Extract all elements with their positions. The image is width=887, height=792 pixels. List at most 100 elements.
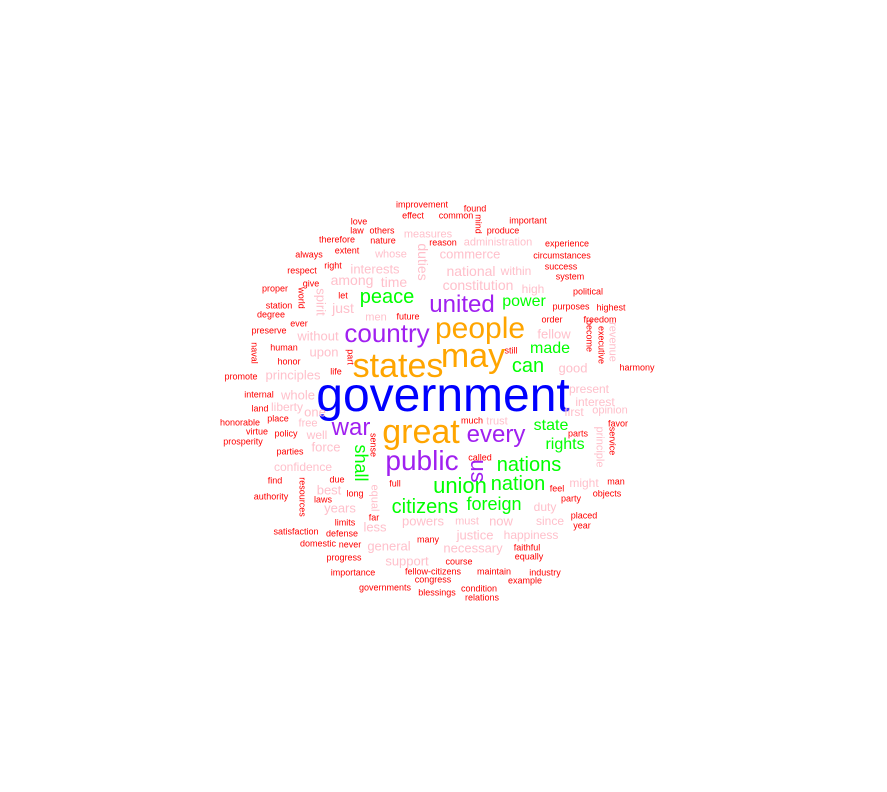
word-force: force: [311, 439, 341, 455]
word-upon: upon: [309, 344, 339, 360]
word-congress: congress: [414, 574, 452, 585]
word-part: part: [345, 349, 356, 365]
word-parts: parts: [567, 428, 589, 439]
word-among: among: [330, 272, 374, 288]
word-public: public: [385, 445, 459, 476]
word-whose: whose: [375, 248, 407, 261]
word-great: great: [382, 413, 460, 451]
word-right: right: [324, 260, 342, 271]
word-whole: whole: [281, 387, 315, 403]
word-revenue: revenue: [606, 322, 619, 362]
word-citizens: citizens: [391, 496, 459, 518]
word-shall: shall: [351, 444, 371, 482]
word-harmony: harmony: [619, 362, 655, 373]
word-might: might: [569, 476, 599, 490]
word-resources: resources: [297, 477, 308, 517]
word-course: course: [445, 556, 473, 567]
word-much: much: [460, 415, 484, 426]
word-present: present: [568, 382, 610, 396]
word-always: always: [295, 249, 323, 260]
word-maintain: maintain: [476, 566, 512, 577]
word-improvement: improvement: [395, 199, 449, 210]
word-long: long: [346, 488, 364, 499]
word-men: men: [365, 311, 387, 324]
word-order: order: [541, 314, 563, 325]
word-degree: degree: [256, 309, 286, 320]
word-internal: internal: [244, 389, 274, 400]
word-principle: principle: [593, 426, 606, 468]
word-peace: peace: [359, 286, 415, 308]
word-one: one: [304, 404, 326, 420]
word-executive: executive: [596, 325, 607, 365]
word-many: many: [416, 534, 440, 545]
word-interests: interests: [350, 261, 400, 277]
word-first: first: [564, 405, 584, 419]
word-year: year: [573, 520, 591, 531]
word-found: found: [463, 203, 487, 214]
word-fellow: fellow: [537, 326, 571, 342]
word-may: may: [440, 337, 506, 375]
word-political: political: [572, 286, 604, 297]
word-well: well: [306, 428, 328, 442]
word-now: now: [489, 513, 513, 529]
word-parties: parties: [276, 446, 304, 457]
word-effect: effect: [402, 210, 424, 221]
word-feel: feel: [549, 483, 565, 494]
word-faithful: faithful: [513, 542, 541, 553]
word-satisfaction: satisfaction: [273, 526, 319, 537]
word-important: important: [509, 215, 547, 226]
word-interest: interest: [575, 395, 615, 409]
word-produce: produce: [486, 225, 520, 236]
word-due: due: [329, 474, 345, 485]
word-never: never: [338, 539, 362, 550]
word-common: common: [438, 210, 474, 221]
word-opinion: opinion: [592, 404, 628, 417]
word-equal: equal: [368, 484, 381, 512]
word-equally: equally: [514, 551, 544, 562]
word-states: states: [352, 347, 444, 385]
word-must: must: [455, 515, 479, 528]
word-power: power: [502, 293, 546, 310]
word-called: called: [468, 452, 492, 463]
word-naval: naval: [249, 342, 260, 364]
word-necessary: necessary: [443, 540, 503, 556]
word-limits: limits: [334, 517, 356, 528]
word-law: law: [350, 225, 364, 236]
word-foreign: foreign: [466, 494, 522, 514]
word-importance: importance: [330, 567, 376, 578]
word-measures: measures: [403, 228, 453, 241]
word-blessings: blessings: [418, 587, 456, 598]
word-high: high: [521, 282, 545, 296]
word-duties: duties: [415, 243, 431, 281]
word-commerce: commerce: [439, 246, 501, 262]
word-authority: authority: [253, 491, 289, 502]
word-nature: nature: [370, 235, 396, 246]
word-just: just: [332, 300, 354, 316]
word-prosperity: prosperity: [223, 436, 263, 447]
word-world: world: [296, 287, 307, 309]
word-party: party: [560, 493, 582, 504]
word-every: every: [466, 421, 526, 448]
word-fellow-citizens: fellow-citizens: [404, 566, 462, 577]
word-less: less: [363, 519, 387, 535]
word-country: country: [344, 318, 430, 348]
word-since: since: [535, 514, 565, 528]
word-laws: laws: [313, 494, 333, 505]
word-sense: sense: [368, 432, 379, 458]
word-favor: favor: [607, 418, 629, 429]
word-still: still: [504, 345, 518, 356]
word-people: people: [434, 312, 526, 345]
word-made: made: [529, 340, 571, 357]
word-preserve: preserve: [251, 325, 287, 336]
word-administration: administration: [463, 236, 533, 249]
word-united: united: [429, 291, 495, 318]
word-justice: justice: [456, 527, 494, 543]
word-full: full: [389, 478, 401, 489]
word-place: place: [267, 413, 289, 424]
word-reason: reason: [429, 237, 457, 248]
word-give: give: [302, 278, 320, 289]
word-duty: duty: [533, 500, 557, 514]
word-principles: principles: [265, 367, 321, 383]
word-without: without: [297, 328, 339, 344]
